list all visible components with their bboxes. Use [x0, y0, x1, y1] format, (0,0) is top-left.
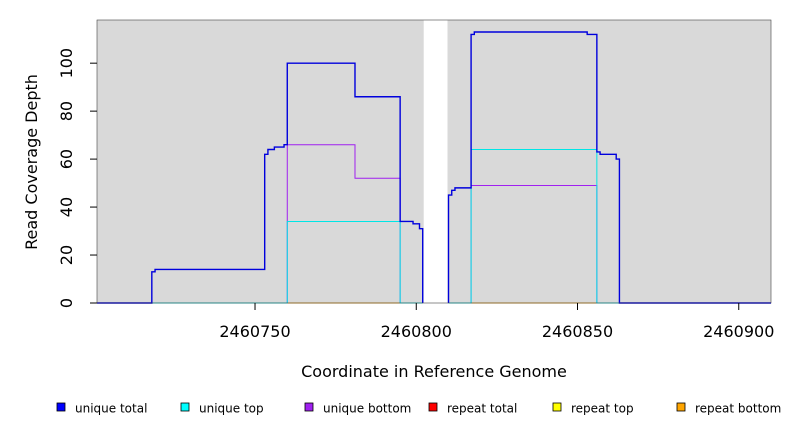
legend: unique total unique top unique bottom repea… — [56, 402, 781, 416]
plot-border — [96, 19, 772, 304]
y-tick-label: 100 — [57, 48, 76, 79]
legend-swatch-unique-bottom — [304, 402, 314, 412]
x-tick-label: 2460850 — [542, 322, 613, 341]
axes: 2460750 2460800 2460850 2460900 0 20 40 60 80 100 — [57, 19, 774, 341]
legend-swatch-repeat-total — [428, 402, 438, 412]
x-tick-label: 2460750 — [219, 322, 290, 341]
legend-label-unique-top: unique top — [199, 402, 264, 416]
y-tick-label: 80 — [57, 101, 76, 121]
y-tick-label: 20 — [57, 245, 76, 265]
x-tick-label: 2460800 — [381, 322, 452, 341]
plot-area — [97, 20, 771, 304]
series-line-unique-total — [97, 62, 424, 304]
y-tick-label: 0 — [57, 298, 76, 308]
y-axis-title: Read Coverage Depth — [22, 74, 41, 250]
y-tick-label: 40 — [57, 197, 76, 217]
series-line-unique-total — [447, 31, 771, 304]
legend-label-repeat-bottom: repeat bottom — [695, 402, 781, 416]
legend-swatch-repeat-bottom — [676, 402, 686, 412]
gap-region — [423, 20, 448, 303]
legend-swatch-unique-total — [56, 402, 66, 412]
legend-label-unique-bottom: unique bottom — [323, 402, 411, 416]
x-axis-title: Coordinate in Reference Genome — [301, 362, 567, 381]
legend-label-repeat-total: repeat total — [447, 402, 517, 416]
x-tick-label: 2460900 — [703, 322, 774, 341]
legend-swatch-unique-top — [180, 402, 190, 412]
legend-swatch-repeat-top — [552, 402, 562, 412]
legend-label-repeat-top: repeat top — [571, 402, 634, 416]
legend-label-unique-total: unique total — [75, 402, 147, 416]
y-tick-label: 60 — [57, 149, 76, 169]
